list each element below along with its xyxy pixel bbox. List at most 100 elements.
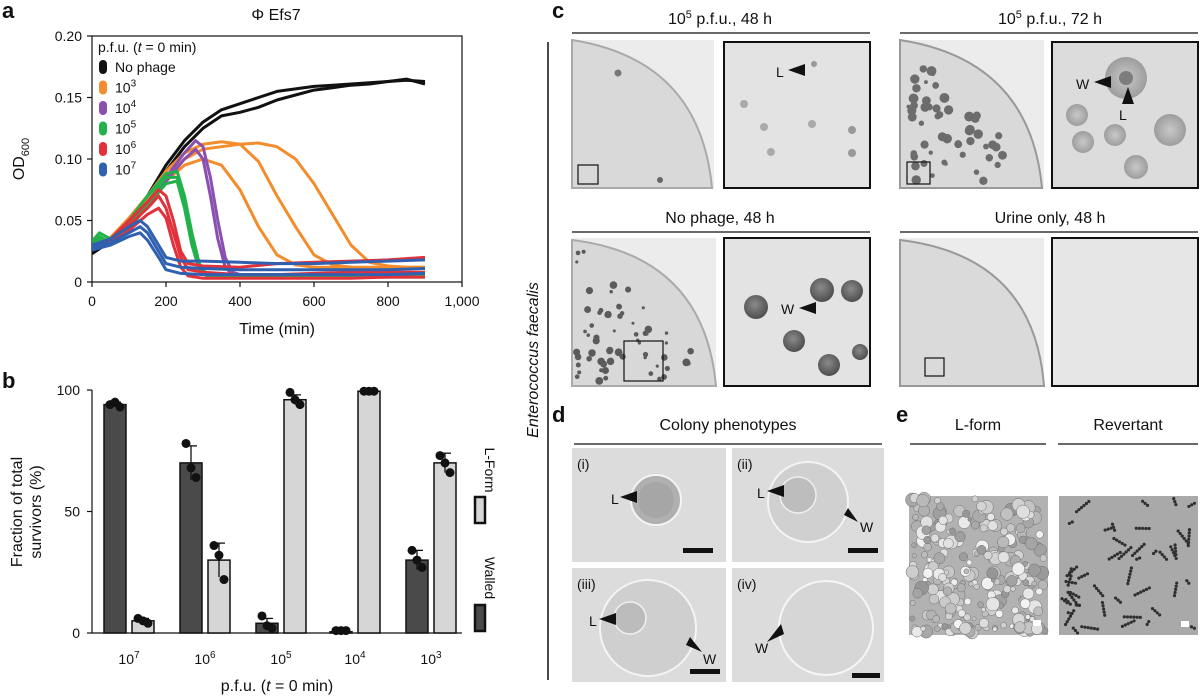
panel-e-left-title: L-form xyxy=(955,417,1001,434)
colony xyxy=(603,375,609,381)
l-form-cell xyxy=(995,609,1004,618)
data-point xyxy=(417,562,427,572)
l-form-cell xyxy=(1006,523,1016,533)
revertant-cell xyxy=(1092,627,1097,631)
revertant-cell xyxy=(1127,575,1131,579)
colony xyxy=(1104,124,1126,146)
colony xyxy=(959,151,966,158)
l-form-cell xyxy=(923,536,932,545)
revertant-cell xyxy=(1073,628,1077,633)
revertant-cell xyxy=(1115,538,1119,542)
revertant-cell xyxy=(1084,501,1088,506)
plot-a-title: Φ Efs7 xyxy=(251,7,300,24)
bar-l-form xyxy=(357,390,381,634)
l-form-cell xyxy=(973,583,980,590)
micrograph-revertant xyxy=(1059,496,1198,635)
colony xyxy=(585,287,594,295)
l-form-cell xyxy=(971,616,977,622)
l-form-cell xyxy=(976,545,987,555)
revertant-cell xyxy=(1145,622,1149,626)
l-form-cell xyxy=(986,512,995,521)
l-form-cell xyxy=(1018,535,1027,544)
plot-b-ylabel-line2: survivors (%) xyxy=(28,465,45,558)
l-form-cell xyxy=(958,552,968,562)
revertant-cell xyxy=(1158,550,1162,554)
revertant-cell xyxy=(1070,611,1074,616)
colony xyxy=(811,61,817,67)
colony xyxy=(625,286,632,293)
colony xyxy=(932,82,940,89)
zoom-box xyxy=(577,164,599,185)
l-form-cell xyxy=(997,551,1010,564)
revertant-cell xyxy=(1129,620,1133,624)
l-form-cell xyxy=(977,601,984,608)
revertant-cell xyxy=(1162,555,1166,559)
colony xyxy=(932,104,941,113)
bar-walled xyxy=(103,403,127,634)
plot-b-xlabel: p.f.u. (t = 0 min) xyxy=(221,678,334,695)
data-point xyxy=(412,555,422,565)
revertant-cell xyxy=(1169,545,1173,549)
l-form-cell xyxy=(971,495,979,503)
l-form-cell xyxy=(962,509,971,518)
arrowhead-icon xyxy=(799,302,816,314)
x-tick-label: 104 xyxy=(344,650,366,667)
data-point xyxy=(186,463,196,473)
l-form-cell xyxy=(944,602,957,615)
l-form-cell xyxy=(938,515,948,525)
revertant-cell xyxy=(1144,587,1149,591)
l-form-cell xyxy=(1011,606,1019,615)
revertant-cell xyxy=(1126,582,1130,586)
colony-walled xyxy=(599,579,697,677)
revertant-cell xyxy=(1070,581,1074,585)
revertant-cell xyxy=(1138,615,1142,619)
organism-label-text: Enterococcus faecalis xyxy=(525,282,542,438)
revertant-cell xyxy=(1192,501,1197,505)
colony xyxy=(994,161,1001,169)
colony xyxy=(609,281,618,289)
x-tick-label: 1,000 xyxy=(444,293,479,309)
micrograph-l-form xyxy=(905,491,1050,640)
revertant-cell xyxy=(1153,609,1157,613)
colony xyxy=(906,104,911,109)
revertant-cell xyxy=(1172,594,1177,598)
bar-l-form xyxy=(283,398,307,634)
y-tick-label: 100 xyxy=(57,382,81,398)
colony xyxy=(614,69,622,77)
svg-text:Walled: Walled xyxy=(482,557,498,599)
revertant-cell xyxy=(1178,531,1182,536)
bar-walled xyxy=(179,462,203,634)
revertant-cell xyxy=(1187,504,1191,509)
scale-bar xyxy=(848,548,878,553)
caption-urine-only: Urine only, 48 h xyxy=(995,210,1106,227)
revertant-cell xyxy=(1064,579,1068,584)
revertant-cell xyxy=(1160,552,1164,557)
colony xyxy=(954,140,963,149)
revertant-cell xyxy=(1143,501,1147,505)
revertant-cell xyxy=(1101,594,1105,598)
legend-label: 105 xyxy=(115,120,137,137)
revertant-cell xyxy=(1187,531,1191,535)
colony xyxy=(599,368,604,373)
zoom-no-phage: W xyxy=(723,237,871,387)
colony xyxy=(648,371,654,377)
revertant-cell xyxy=(1102,610,1106,614)
scale-bar xyxy=(683,548,713,553)
l-form-cell xyxy=(974,623,982,631)
colony xyxy=(944,137,951,144)
data-point xyxy=(295,400,305,410)
colony xyxy=(910,101,918,110)
data-point xyxy=(435,451,445,461)
l-form-cell xyxy=(1022,579,1030,586)
l-form-cell xyxy=(1010,586,1016,592)
colony xyxy=(783,330,805,352)
arrowhead-icon xyxy=(620,491,637,503)
panel-b-bar-chart: 0 50 100 107 106 105 104 103 Fraction of total … xyxy=(9,382,498,695)
scale-bar xyxy=(690,669,720,674)
l-form-cell xyxy=(949,527,956,535)
revertant-cell xyxy=(1111,525,1116,529)
colony xyxy=(939,92,950,103)
l-form-cell xyxy=(981,576,995,590)
l-form-cell xyxy=(986,567,999,580)
revertant-cell xyxy=(1155,611,1159,615)
